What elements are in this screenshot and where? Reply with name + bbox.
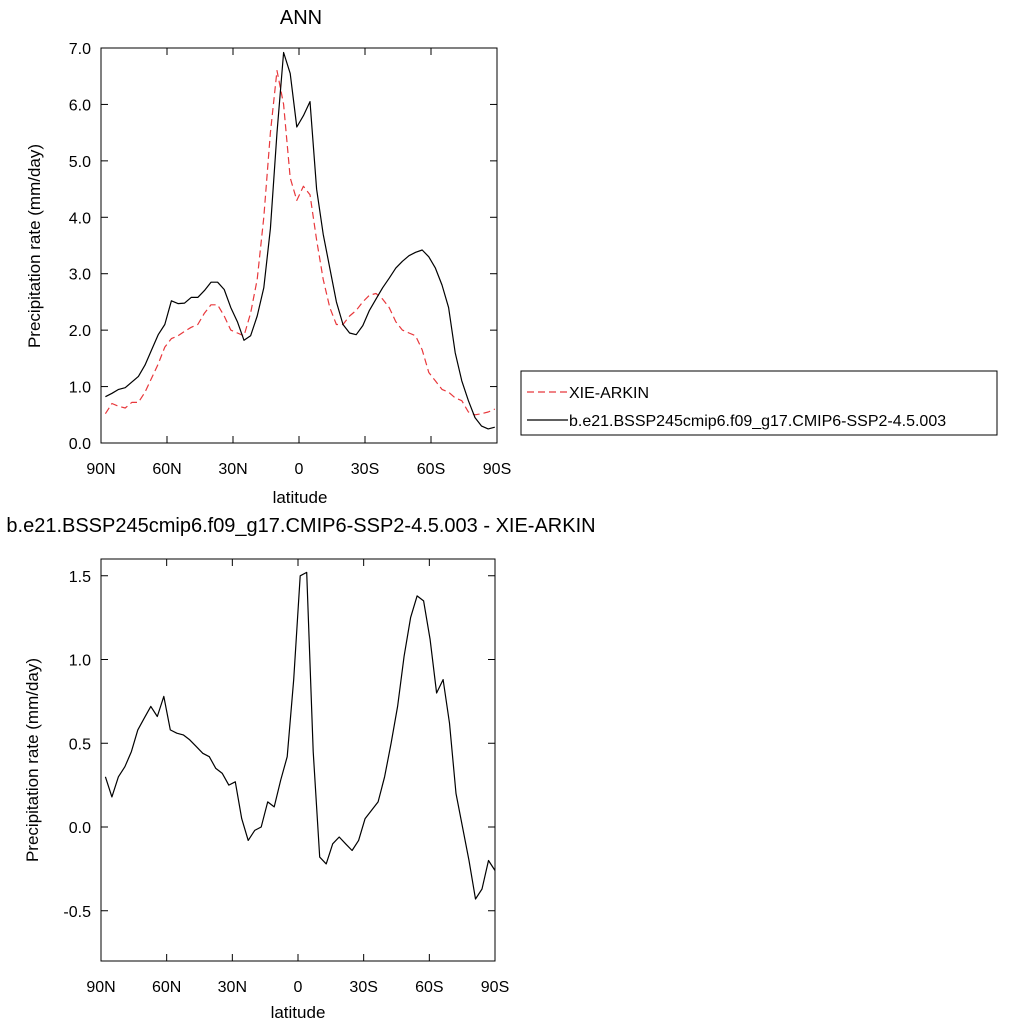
bottom-x-tick-label: 90S (481, 979, 509, 996)
bottom-x-tick-label: 0 (294, 979, 303, 996)
legend: XIE-ARKIN b.e21.BSSP245cmip6.f09_g17.CMI… (520, 370, 998, 436)
bottom-x-tick-label: 30N (218, 979, 247, 996)
bottom-chart: b.e21.BSSP245cmip6.f09_g17.CMIP6-SSP2-4.… (6, 515, 595, 1022)
bottom-x-tick-label: 60N (152, 979, 181, 996)
top-x-tick-label: 30N (218, 461, 247, 478)
top-y-tick-label: 7.0 (69, 41, 91, 58)
bottom-y-tick-label: -0.5 (63, 904, 91, 921)
top-x-tick-label: 30S (351, 461, 379, 478)
bottom-series (104, 571, 496, 900)
bottom-y-tick-label: 1.0 (69, 653, 91, 670)
top-y-tick-label: 6.0 (69, 97, 91, 114)
bottom-y-tick-label: 1.5 (69, 569, 91, 586)
bottom-y-axis-label: Precipitation rate (mm/day) (23, 658, 42, 862)
top-series (104, 51, 496, 430)
top-y-tick-label: 3.0 (69, 267, 91, 284)
bottom-ticks: 90N 60N 30N 0 30S 60S 90S -0.5 0.0 0.5 1.0 1.5 (63, 559, 509, 996)
bottom-series-line-0 (104, 571, 496, 900)
legend-label-model: b.e21.BSSP245cmip6.f09_g17.CMIP6-SSP2-4.… (569, 413, 946, 430)
bottom-x-tick-label: 60S (415, 979, 443, 996)
legend-label-xie-arkin: XIE-ARKIN (569, 385, 649, 402)
bottom-x-tick-label: 30S (349, 979, 377, 996)
bottom-chart-title: b.e21.BSSP245cmip6.f09_g17.CMIP6-SSP2-4.… (6, 515, 595, 537)
top-y-axis-label: Precipitation rate (mm/day) (25, 144, 44, 348)
bottom-y-tick-label: 0.5 (69, 736, 91, 753)
top-x-tick-label: 90N (86, 461, 115, 478)
top-x-tick-label: 90S (483, 461, 511, 478)
top-y-tick-label: 1.0 (69, 380, 91, 397)
top-chart-title: ANN (280, 7, 322, 29)
bottom-y-tick-label: 0.0 (69, 820, 91, 837)
top-x-tick-label: 0 (295, 461, 304, 478)
top-y-tick-label: 4.0 (69, 210, 91, 227)
top-ticks: 90N 60N 30N 0 30S 60S 90S 0.0 1.0 2.0 3.0 4.0 5.0 6.0… (69, 41, 511, 478)
legend-box (520, 370, 998, 436)
top-series-line-0 (104, 69, 496, 416)
top-y-tick-label: 5.0 (69, 154, 91, 171)
top-y-tick-label: 0.0 (69, 436, 91, 453)
bottom-x-tick-label: 90N (86, 979, 115, 996)
top-chart: ANN 90N 60N 30N 0 30S 60S 90S 0.0 1.0 2.0 3.0 4.0 5.… (25, 7, 998, 507)
top-x-axis-label: latitude (273, 488, 328, 507)
top-series-line-1 (105, 51, 495, 430)
bottom-x-axis-label: latitude (271, 1003, 326, 1022)
top-x-tick-label: 60N (152, 461, 181, 478)
top-y-tick-label: 2.0 (69, 323, 91, 340)
top-x-tick-label: 60S (417, 461, 445, 478)
